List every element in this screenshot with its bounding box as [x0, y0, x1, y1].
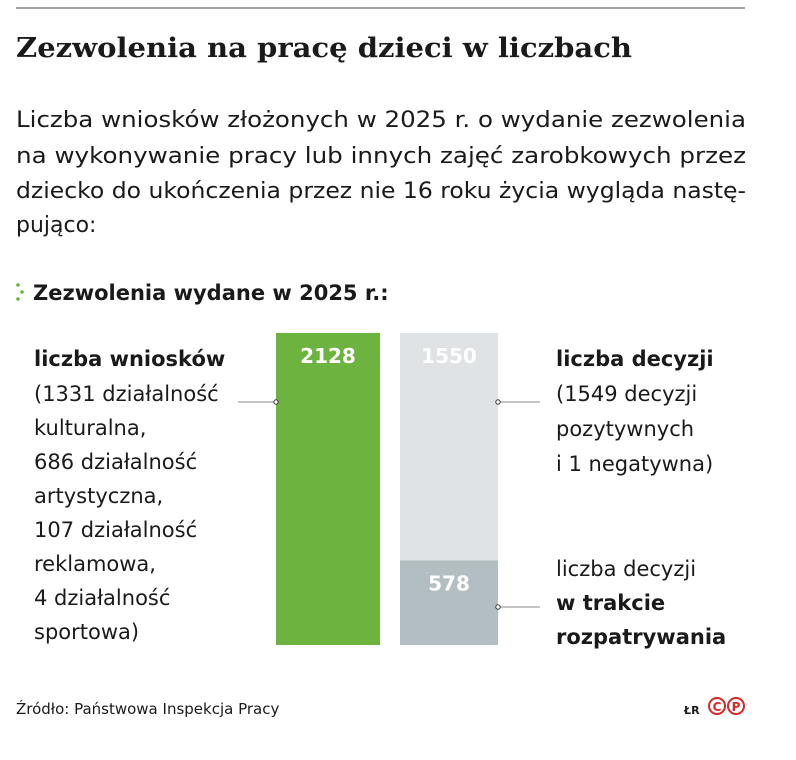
- value-label: 578: [428, 571, 470, 595]
- connector-dot: [495, 604, 501, 610]
- logo-letter: P: [732, 700, 741, 714]
- connector-dot: [273, 399, 279, 405]
- series-note: 107 działalność: [34, 518, 197, 542]
- chart-title: Zezwolenia wydane w 2025 r.:: [33, 281, 389, 305]
- series-note: sportowa): [34, 620, 139, 644]
- logo-letter: C: [713, 700, 722, 714]
- series-note: w trakcie: [556, 591, 665, 615]
- series-note: (1549 decyzji: [556, 382, 697, 406]
- title: Zezwolenia na pracę dzieci w liczbach: [16, 33, 632, 64]
- value-label: 1550: [421, 344, 477, 368]
- source: Źródło: Państwowa Inspekcja Pracy: [16, 699, 279, 718]
- series-note: rozpatrywania: [556, 625, 726, 649]
- description-line: na wykonywanie pracy lub innych zajęć za…: [16, 144, 746, 169]
- series-note: artystyczna,: [34, 484, 163, 508]
- series-note: 4 działalność: [34, 586, 170, 610]
- bar-segment: [400, 333, 498, 561]
- series-label: liczba decyzji: [556, 347, 714, 371]
- logo: C P: [708, 697, 745, 715]
- bar-segment: [400, 560, 498, 645]
- bar-segment: [276, 333, 380, 645]
- series-label: liczba decyzji: [556, 557, 696, 581]
- series-note: i 1 negatywna): [556, 452, 713, 476]
- series-note: pozytywnych: [556, 417, 694, 441]
- series-note: 686 działalność: [34, 450, 197, 474]
- connector-dot: [495, 399, 501, 405]
- bullet-icon: [16, 283, 24, 301]
- credit: ŁR: [683, 704, 700, 717]
- description-line: dziecko do ukończenia przez nie 16 roku …: [16, 179, 746, 204]
- series-note: reklamowa,: [34, 552, 156, 576]
- value-label: 2128: [300, 344, 356, 368]
- series-note: kulturalna,: [34, 416, 146, 440]
- series-note: (1331 działalność: [34, 382, 219, 406]
- description-line: Liczba wniosków złożonych w 2025 r. o wy…: [16, 108, 746, 133]
- series-label: liczba wniosków: [34, 347, 225, 371]
- description-line: pująco:: [16, 213, 96, 238]
